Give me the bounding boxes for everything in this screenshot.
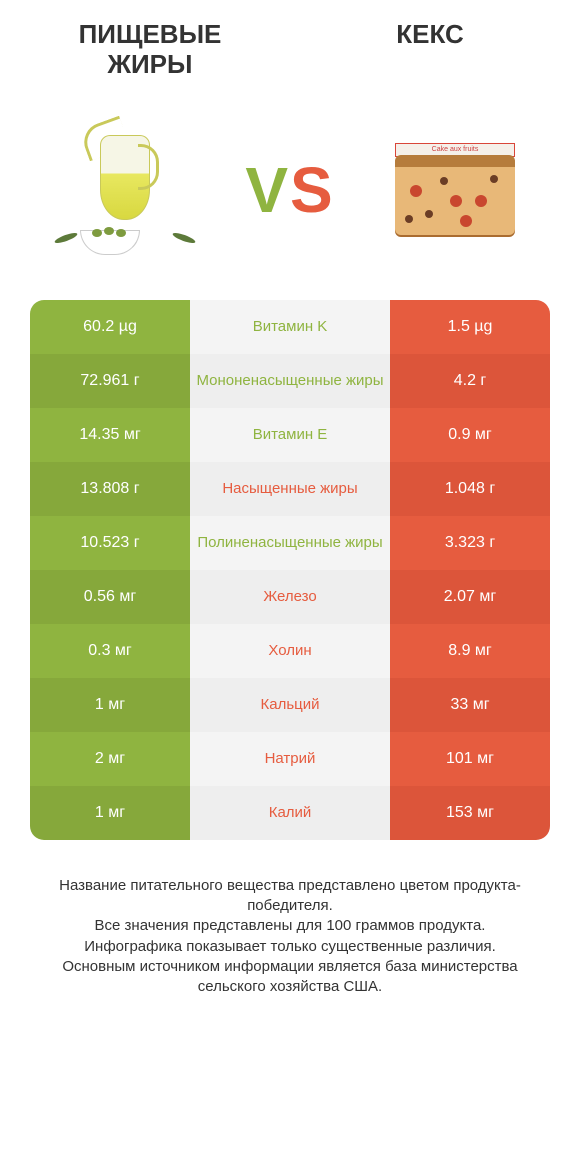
right-product-image: Cake aux fruits [380,115,530,265]
nutrient-label-cell: Мононенасыщенные жиры [190,354,390,408]
footer-line: Инфографика показывает только существенн… [30,937,550,957]
left-value-cell: 72.961 г [30,354,190,408]
right-value-cell: 1.5 µg [390,300,550,354]
right-value-cell: 33 мг [390,678,550,732]
table-row: 72.961 гМононенасыщенные жиры4.2 г [30,354,550,408]
oil-jug-icon [50,115,200,265]
table-row: 10.523 гПолиненасыщенные жиры3.323 г [30,516,550,570]
table-row: 13.808 гНасыщенные жиры1.048 г [30,462,550,516]
right-product-title: КЕКС [330,20,530,80]
nutrient-label-cell: Калий [190,786,390,840]
header: ПИЩЕВЫЕ ЖИРЫ КЕКС [0,0,580,90]
images-row: VS Cake aux fruits [0,90,580,300]
nutrient-label-cell: Железо [190,570,390,624]
table-row: 14.35 мгВитамин E0.9 мг [30,408,550,462]
footer-line: Все значения представлены для 100 граммо… [30,916,550,936]
table-row: 0.3 мгХолин8.9 мг [30,624,550,678]
right-value-cell: 153 мг [390,786,550,840]
nutrient-label-cell: Насыщенные жиры [190,462,390,516]
footer-line: Название питательного вещества представл… [30,876,550,917]
table-row: 0.56 мгЖелезо2.07 мг [30,570,550,624]
table-row: 2 мгНатрий101 мг [30,732,550,786]
left-product-title: ПИЩЕВЫЕ ЖИРЫ [50,20,250,80]
left-value-cell: 10.523 г [30,516,190,570]
left-product-image [50,115,200,265]
nutrient-label-cell: Кальций [190,678,390,732]
right-value-cell: 1.048 г [390,462,550,516]
right-value-cell: 2.07 мг [390,570,550,624]
right-value-cell: 101 мг [390,732,550,786]
nutrient-label-cell: Натрий [190,732,390,786]
nutrient-label-cell: Витамин E [190,408,390,462]
left-value-cell: 60.2 µg [30,300,190,354]
footer-notes: Название питательного вещества представл… [0,840,580,998]
left-value-cell: 0.3 мг [30,624,190,678]
nutrient-label-cell: Холин [190,624,390,678]
table-row: 1 мгКалий153 мг [30,786,550,840]
vs-v: V [245,154,290,226]
nutrient-label-cell: Полиненасыщенные жиры [190,516,390,570]
right-value-cell: 4.2 г [390,354,550,408]
left-value-cell: 1 мг [30,678,190,732]
right-value-cell: 3.323 г [390,516,550,570]
left-value-cell: 14.35 мг [30,408,190,462]
footer-line: Основным источником информации является … [30,957,550,998]
left-value-cell: 0.56 мг [30,570,190,624]
fruitcake-icon: Cake aux fruits [380,115,530,265]
left-value-cell: 1 мг [30,786,190,840]
left-value-cell: 2 мг [30,732,190,786]
left-value-cell: 13.808 г [30,462,190,516]
table-row: 60.2 µgВитамин K1.5 µg [30,300,550,354]
vs-s: S [290,154,335,226]
right-value-cell: 8.9 мг [390,624,550,678]
right-value-cell: 0.9 мг [390,408,550,462]
table-row: 1 мгКальций33 мг [30,678,550,732]
nutrient-label-cell: Витамин K [190,300,390,354]
comparison-table: 60.2 µgВитамин K1.5 µg72.961 гМононенасы… [30,300,550,840]
vs-label: VS [245,153,334,227]
